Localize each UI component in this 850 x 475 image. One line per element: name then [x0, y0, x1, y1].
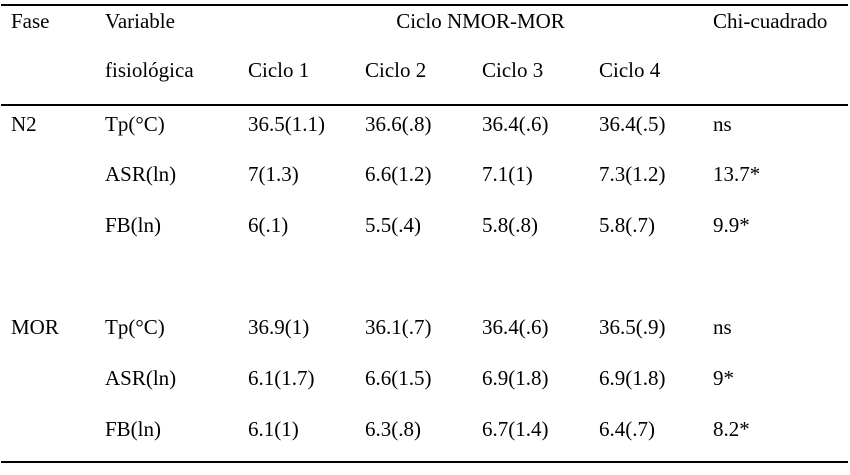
- value-cell: 36.5(1.1): [248, 112, 325, 136]
- value-cell: 5.5(.4): [365, 213, 421, 237]
- header-chi-cuadrado: Chi-cuadrado: [713, 9, 828, 33]
- table-row: ASR(ln) 7(1.3) 6.6(1.2) 7.1(1) 7.3(1.2) …: [1, 156, 848, 207]
- value-cell: 6.9(1.8): [599, 366, 666, 390]
- chi-cell: 13.7*: [713, 162, 761, 186]
- fase-cell: [1, 156, 105, 207]
- header-ciclo-4: Ciclo 4: [599, 55, 714, 106]
- table-row: ASR(ln) 6.1(1.7) 6.6(1.5) 6.9(1.8) 6.9(1…: [1, 360, 848, 411]
- header-variable-line2: fisiológica: [105, 55, 248, 106]
- fase-cell: [1, 207, 105, 258]
- variable-cell: FB(ln): [105, 213, 162, 237]
- chi-cell: 8.2*: [713, 417, 750, 441]
- value-cell: 36.4(.6): [482, 315, 549, 339]
- variable-cell: FB(ln): [105, 417, 162, 441]
- header-ciclo-3: Ciclo 3: [482, 55, 599, 106]
- value-cell: 6.3(.8): [365, 417, 421, 441]
- value-cell: 36.4(.5): [599, 112, 666, 136]
- header-empty-chi: [713, 55, 849, 106]
- table-body: N2 Tp(°C) 36.5(1.1) 36.6(.8) 36.4(.6) 36…: [1, 105, 848, 462]
- value-cell: 36.5(.9): [599, 315, 666, 339]
- value-cell: 6.4(.7): [599, 417, 655, 441]
- header-ciclo-1: Ciclo 1: [248, 55, 365, 106]
- value-cell: 6(.1): [248, 213, 289, 237]
- value-cell: 6.7(1.4): [482, 417, 549, 441]
- fase-cell: N2: [11, 112, 37, 136]
- chi-cell: 9*: [713, 366, 735, 390]
- table-row: FB(ln) 6.1(1) 6.3(.8) 6.7(1.4) 6.4(.7) 8…: [1, 411, 848, 462]
- variable-cell: ASR(ln): [105, 162, 177, 186]
- header-empty-fase: [1, 55, 105, 106]
- value-cell: 5.8(.7): [599, 213, 655, 237]
- fase-cell: MOR: [11, 315, 59, 339]
- header-fase: Fase: [11, 9, 50, 33]
- value-cell: 7(1.3): [248, 162, 299, 186]
- value-cell: 36.1(.7): [365, 315, 432, 339]
- header-row-1: Fase Variable Ciclo NMOR-MOR Chi-cuadrad…: [1, 5, 848, 55]
- value-cell: 7.1(1): [482, 162, 533, 186]
- value-cell: 6.6(1.2): [365, 162, 432, 186]
- value-cell: 6.6(1.5): [365, 366, 432, 390]
- chi-cell: 9.9*: [713, 213, 750, 237]
- header-ciclo-2: Ciclo 2: [365, 55, 482, 106]
- variable-cell: ASR(ln): [105, 366, 177, 390]
- value-cell: 36.6(.8): [365, 112, 432, 136]
- table-header: Fase Variable Ciclo NMOR-MOR Chi-cuadrad…: [1, 5, 849, 106]
- results-table: Fase Variable Ciclo NMOR-MOR Chi-cuadrad…: [1, 4, 849, 463]
- table-row: MOR Tp(°C) 36.9(1) 36.1(.7) 36.4(.6) 36.…: [1, 309, 848, 360]
- chi-cell: ns: [713, 315, 732, 339]
- fase-cell: [1, 360, 105, 411]
- value-cell: 36.4(.6): [482, 112, 549, 136]
- value-cell: 6.9(1.8): [482, 366, 549, 390]
- chi-cell: ns: [713, 112, 732, 136]
- value-cell: 6.1(1): [248, 417, 299, 441]
- value-cell: 5.8(.8): [482, 213, 538, 237]
- header-row-2: fisiológica Ciclo 1 Ciclo 2 Ciclo 3 Cicl…: [1, 55, 849, 106]
- value-cell: 7.3(1.2): [599, 162, 666, 186]
- header-group-ciclo-nmor-mor: Ciclo NMOR-MOR: [396, 9, 565, 33]
- variable-cell: Tp(°C): [105, 315, 165, 339]
- table-row: N2 Tp(°C) 36.5(1.1) 36.6(.8) 36.4(.6) 36…: [1, 105, 848, 156]
- fase-cell: [1, 411, 105, 462]
- value-cell: 36.9(1): [248, 315, 310, 339]
- section-spacer-row: [1, 258, 848, 309]
- table-row: FB(ln) 6(.1) 5.5(.4) 5.8(.8) 5.8(.7) 9.9…: [1, 207, 848, 258]
- value-cell: 6.1(1.7): [248, 366, 315, 390]
- variable-cell: Tp(°C): [105, 112, 165, 136]
- header-variable-line1: Variable: [105, 9, 175, 33]
